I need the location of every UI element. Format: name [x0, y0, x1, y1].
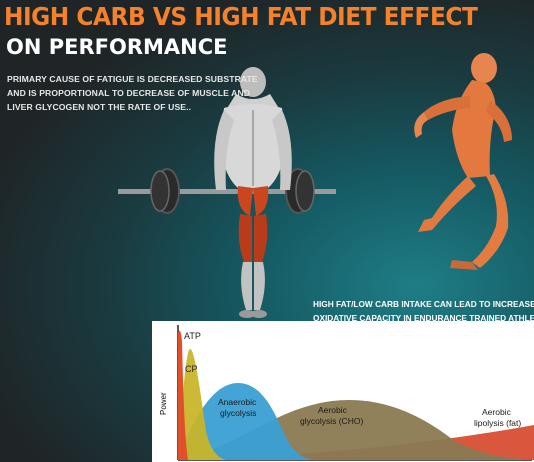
- page-title: HIGH CARB VS HIGH FAT DIET EFFECT: [4, 2, 478, 31]
- fatigue-note-line: PRIMARY CAUSE OF FATIGUE IS DECREASED SU…: [7, 74, 258, 84]
- high-fat-note: HIGH FAT/LOW CARB INTAKE CAN LEAD TO INC…: [313, 297, 534, 325]
- high-fat-note-line: HIGH FAT/LOW CARB INTAKE CAN LEAD TO INC…: [313, 299, 534, 309]
- series-label-lipolysis: Aerobic lipolysis (fat): [474, 407, 521, 428]
- energy-systems-svg: ATP CP Anaerobic glycolysis Aerobic glycol…: [159, 325, 534, 461]
- fatigue-note: PRIMARY CAUSE OF FATIGUE IS DECREASED SU…: [7, 72, 258, 114]
- fatigue-note-line: LIVER GLYCOGEN NOT THE RATE OF USE..: [7, 102, 192, 112]
- y-axis-label: Power: [159, 392, 168, 415]
- series-area-cp: [178, 349, 226, 460]
- fatigue-note-line: AND IS PROPORTIONAL TO DECREASE OF MUSCL…: [7, 88, 251, 98]
- series-area-atp: [178, 330, 188, 460]
- label-line: lipolysis (fat): [474, 418, 521, 428]
- label-line: Aerobic: [318, 405, 348, 415]
- series-label-atp: ATP: [184, 331, 201, 341]
- series-label-anaerobic: Anaerobic glycolysis: [218, 397, 257, 418]
- label-line: glycolysis (CHO): [300, 416, 363, 426]
- series-label-cp: CP: [185, 364, 198, 374]
- running-figure-icon: [414, 53, 512, 270]
- series-area-anaerobic-glycolysis: [178, 383, 312, 460]
- page-subtitle: ON PERFORMANCE: [6, 35, 228, 59]
- label-line: glycolysis: [220, 408, 256, 418]
- deadlift-figure-icon: [118, 67, 336, 318]
- label-line: Anaerobic: [218, 397, 257, 407]
- energy-systems-chart: ATP CP Anaerobic glycolysis Aerobic glycol…: [152, 321, 534, 462]
- series-label-aerobic-glycolysis: Aerobic glycolysis (CHO): [300, 405, 363, 426]
- high-fat-note-line: OXIDATIVE CAPACITY IN ENDURANCE TRAINED …: [313, 313, 534, 323]
- label-line: Aerobic: [482, 407, 512, 417]
